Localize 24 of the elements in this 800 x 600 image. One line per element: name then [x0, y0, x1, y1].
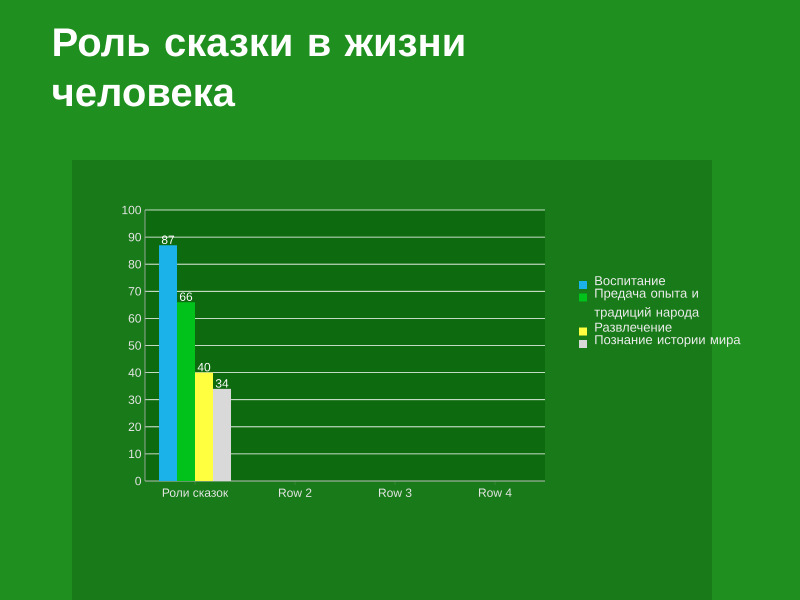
x-tick-label: Row 2	[278, 488, 312, 498]
chart-title: Роль сказки в жизни человека	[53, 28, 464, 106]
y-tick-label: 30	[128, 395, 142, 404]
y-tick-label: 40	[128, 368, 142, 377]
legend-label: Предача опыта и традиций народа	[594, 288, 700, 320]
y-tick-label: 60	[128, 314, 142, 323]
y-tick-label: 10	[129, 450, 142, 458]
data-label: 34	[216, 379, 228, 388]
x-tick-label: Роли сказок	[162, 488, 228, 497]
data-label: 66	[180, 292, 192, 301]
y-tick-label: 80	[128, 260, 142, 268]
x-tick-label: Row 3	[378, 488, 412, 498]
data-label: 40	[198, 362, 210, 372]
legend-label: Развлечение	[595, 322, 672, 332]
y-tick-label: 100	[122, 206, 142, 214]
legend-label: Познание истории мира	[595, 335, 741, 347]
y-tick-label: 0	[135, 476, 142, 486]
data-label: 87	[162, 236, 174, 244]
legend-label: Воспитание	[595, 276, 666, 286]
y-tick-label: 90	[128, 232, 142, 242]
x-tick-label: Row 4	[478, 488, 512, 497]
y-tick-label: 70	[128, 287, 142, 296]
y-tick-label: 50	[128, 341, 142, 350]
y-tick-label: 20	[128, 422, 142, 432]
